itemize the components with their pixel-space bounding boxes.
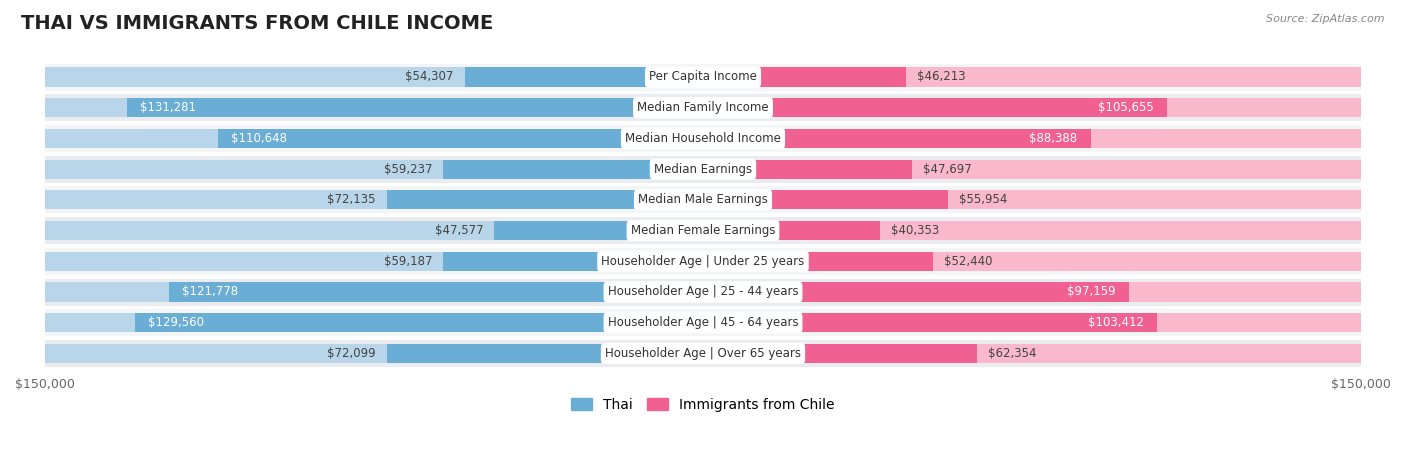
Bar — [45, 221, 703, 240]
Text: $131,281: $131,281 — [141, 101, 197, 114]
Text: $88,388: $88,388 — [1029, 132, 1077, 145]
Bar — [45, 248, 1361, 275]
Bar — [703, 129, 1091, 148]
Bar — [127, 98, 703, 117]
Bar — [135, 313, 703, 332]
Bar — [703, 160, 1361, 179]
Bar — [703, 344, 977, 363]
Legend: Thai, Immigrants from Chile: Thai, Immigrants from Chile — [567, 392, 839, 417]
Bar — [45, 309, 1361, 336]
Bar — [703, 191, 949, 209]
Bar — [703, 67, 905, 86]
Bar — [45, 340, 1361, 367]
Text: Householder Age | 25 - 44 years: Householder Age | 25 - 44 years — [607, 285, 799, 298]
Text: Source: ZipAtlas.com: Source: ZipAtlas.com — [1267, 14, 1385, 24]
Text: Householder Age | 45 - 64 years: Householder Age | 45 - 64 years — [607, 316, 799, 329]
Bar — [465, 67, 703, 86]
Bar — [703, 252, 934, 271]
Bar — [45, 129, 703, 148]
Bar — [703, 221, 880, 240]
Bar — [387, 344, 703, 363]
Bar — [45, 186, 1361, 213]
Bar — [703, 98, 1167, 117]
Bar — [703, 344, 1361, 363]
Bar — [45, 125, 1361, 152]
Bar — [45, 64, 1361, 91]
Text: $46,213: $46,213 — [917, 71, 966, 84]
Text: $97,159: $97,159 — [1067, 285, 1116, 298]
Text: Median Male Earnings: Median Male Earnings — [638, 193, 768, 206]
Bar — [45, 94, 1361, 121]
Text: $72,135: $72,135 — [328, 193, 375, 206]
Bar — [45, 252, 703, 271]
Text: $59,237: $59,237 — [384, 163, 432, 176]
Text: Median Family Income: Median Family Income — [637, 101, 769, 114]
Bar — [45, 156, 1361, 183]
Bar — [703, 313, 1157, 332]
Text: Median Earnings: Median Earnings — [654, 163, 752, 176]
Bar — [169, 283, 703, 302]
Bar — [218, 129, 703, 148]
Bar — [703, 98, 1361, 117]
Bar — [45, 160, 703, 179]
Text: THAI VS IMMIGRANTS FROM CHILE INCOME: THAI VS IMMIGRANTS FROM CHILE INCOME — [21, 14, 494, 33]
Bar — [45, 283, 703, 302]
Text: $72,099: $72,099 — [328, 347, 375, 360]
Bar — [443, 252, 703, 271]
Bar — [387, 191, 703, 209]
Bar — [45, 191, 703, 209]
Bar — [443, 160, 703, 179]
Bar — [703, 313, 1361, 332]
Text: Householder Age | Under 25 years: Householder Age | Under 25 years — [602, 255, 804, 268]
Bar — [703, 283, 1361, 302]
Bar — [495, 221, 703, 240]
Text: $54,307: $54,307 — [405, 71, 454, 84]
Text: $105,655: $105,655 — [1098, 101, 1153, 114]
Text: Per Capita Income: Per Capita Income — [650, 71, 756, 84]
Text: $47,577: $47,577 — [434, 224, 484, 237]
Bar — [703, 283, 1129, 302]
Text: $47,697: $47,697 — [924, 163, 972, 176]
Text: Median Female Earnings: Median Female Earnings — [631, 224, 775, 237]
Text: $52,440: $52,440 — [943, 255, 993, 268]
Text: $110,648: $110,648 — [231, 132, 287, 145]
Text: Householder Age | Over 65 years: Householder Age | Over 65 years — [605, 347, 801, 360]
Bar — [45, 344, 703, 363]
Text: $55,954: $55,954 — [959, 193, 1008, 206]
Bar — [703, 191, 1361, 209]
Bar — [45, 313, 703, 332]
Bar — [45, 67, 703, 86]
Bar — [703, 129, 1361, 148]
Bar — [703, 252, 1361, 271]
Bar — [703, 160, 912, 179]
Text: $129,560: $129,560 — [148, 316, 204, 329]
Text: $62,354: $62,354 — [987, 347, 1036, 360]
Text: $59,187: $59,187 — [384, 255, 433, 268]
Text: $103,412: $103,412 — [1087, 316, 1143, 329]
Bar — [45, 98, 703, 117]
Bar — [703, 67, 1361, 86]
Bar — [45, 217, 1361, 244]
Bar — [45, 278, 1361, 305]
Bar — [703, 221, 1361, 240]
Text: Median Household Income: Median Household Income — [626, 132, 780, 145]
Text: $121,778: $121,778 — [181, 285, 238, 298]
Text: $40,353: $40,353 — [891, 224, 939, 237]
